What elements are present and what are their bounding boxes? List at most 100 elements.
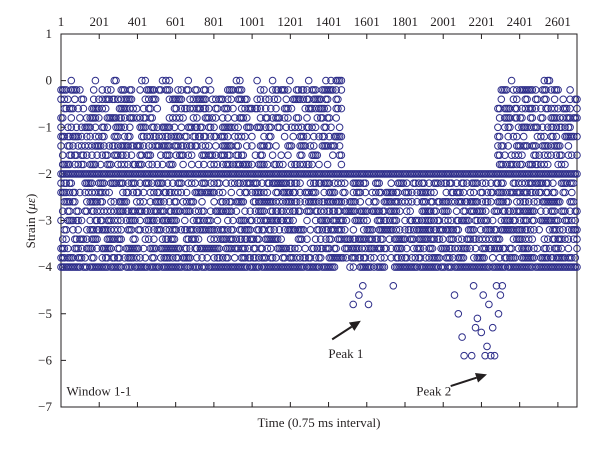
data-point (482, 244, 490, 253)
data-point (528, 86, 537, 94)
data-point (127, 86, 136, 94)
data-point (71, 198, 79, 206)
data-point (193, 114, 201, 122)
data-point (430, 216, 439, 225)
x-tick-label: 2001 (430, 14, 456, 29)
data-point (93, 151, 101, 159)
data-point (363, 216, 372, 225)
data-point (237, 95, 246, 104)
data-point (131, 216, 139, 225)
data-point (483, 216, 492, 225)
data-point (287, 142, 296, 150)
data-point (206, 86, 215, 94)
data-point (552, 123, 561, 132)
data-point (62, 235, 70, 243)
data-point (516, 198, 525, 206)
data-point (268, 86, 277, 94)
data-point (573, 151, 581, 159)
data-point (346, 235, 354, 243)
data-point (329, 86, 337, 94)
data-point (268, 253, 277, 262)
data-point (298, 151, 306, 159)
data-point (89, 226, 98, 234)
data-point (187, 160, 196, 169)
data-point (528, 114, 537, 122)
data-point (179, 151, 187, 159)
data-point (521, 198, 530, 206)
data-point (373, 235, 382, 243)
data-point (261, 95, 270, 104)
data-point (573, 263, 581, 271)
data-point (573, 170, 581, 178)
data-point (187, 151, 196, 159)
data-point (273, 235, 282, 243)
data-point (550, 104, 559, 113)
data-point (571, 216, 580, 225)
data-point (191, 235, 199, 243)
data-point (325, 179, 334, 187)
data-point (299, 95, 308, 104)
data-point (95, 114, 103, 122)
data-point (320, 104, 329, 113)
data-point (148, 114, 156, 122)
data-point (117, 114, 125, 122)
data-point (91, 114, 100, 122)
data-point (454, 235, 463, 243)
data-point (449, 235, 458, 243)
data-point (316, 253, 325, 262)
data-point (533, 123, 542, 132)
data-point (304, 76, 313, 85)
data-point (170, 123, 179, 132)
data-point (136, 216, 144, 225)
data-point (396, 226, 404, 234)
data-point (497, 95, 506, 104)
data-point (501, 207, 509, 215)
data-point (117, 235, 125, 243)
data-point (415, 179, 423, 187)
data-point (392, 226, 401, 234)
data-point (248, 216, 256, 225)
data-point (117, 123, 125, 132)
data-point (330, 142, 339, 150)
data-point (549, 132, 557, 141)
data-point (427, 207, 435, 215)
data-point (337, 198, 346, 206)
data-point (150, 235, 158, 243)
data-point (337, 226, 346, 234)
data-point (60, 132, 69, 141)
data-point (218, 253, 227, 262)
data-point (306, 142, 315, 150)
data-point (254, 226, 263, 234)
data-point (230, 123, 239, 132)
data-point (224, 226, 232, 234)
data-point (100, 123, 108, 132)
data-point (227, 188, 236, 197)
data-point (230, 179, 239, 187)
data-point (169, 160, 177, 169)
data-point (511, 216, 519, 225)
data-point (568, 188, 576, 197)
x-tick-label: 1201 (277, 14, 303, 29)
annotation-label: Window 1-1 (67, 383, 132, 398)
data-point (272, 142, 280, 150)
data-point (437, 179, 445, 187)
data-point (243, 95, 251, 104)
data-point (69, 216, 77, 225)
data-point (339, 253, 347, 262)
data-point (481, 351, 489, 360)
data-point (286, 216, 294, 225)
data-point (284, 104, 292, 113)
data-point (187, 123, 196, 132)
data-point (329, 151, 337, 159)
data-point (334, 95, 342, 104)
data-point (332, 244, 341, 253)
x-tick-label: 801 (204, 14, 224, 29)
data-point (296, 179, 304, 187)
data-point (544, 123, 552, 132)
data-point (187, 142, 196, 150)
data-point (478, 207, 487, 215)
data-point (256, 86, 265, 94)
data-point (310, 132, 318, 141)
data-point (210, 188, 218, 197)
data-point (320, 207, 329, 215)
